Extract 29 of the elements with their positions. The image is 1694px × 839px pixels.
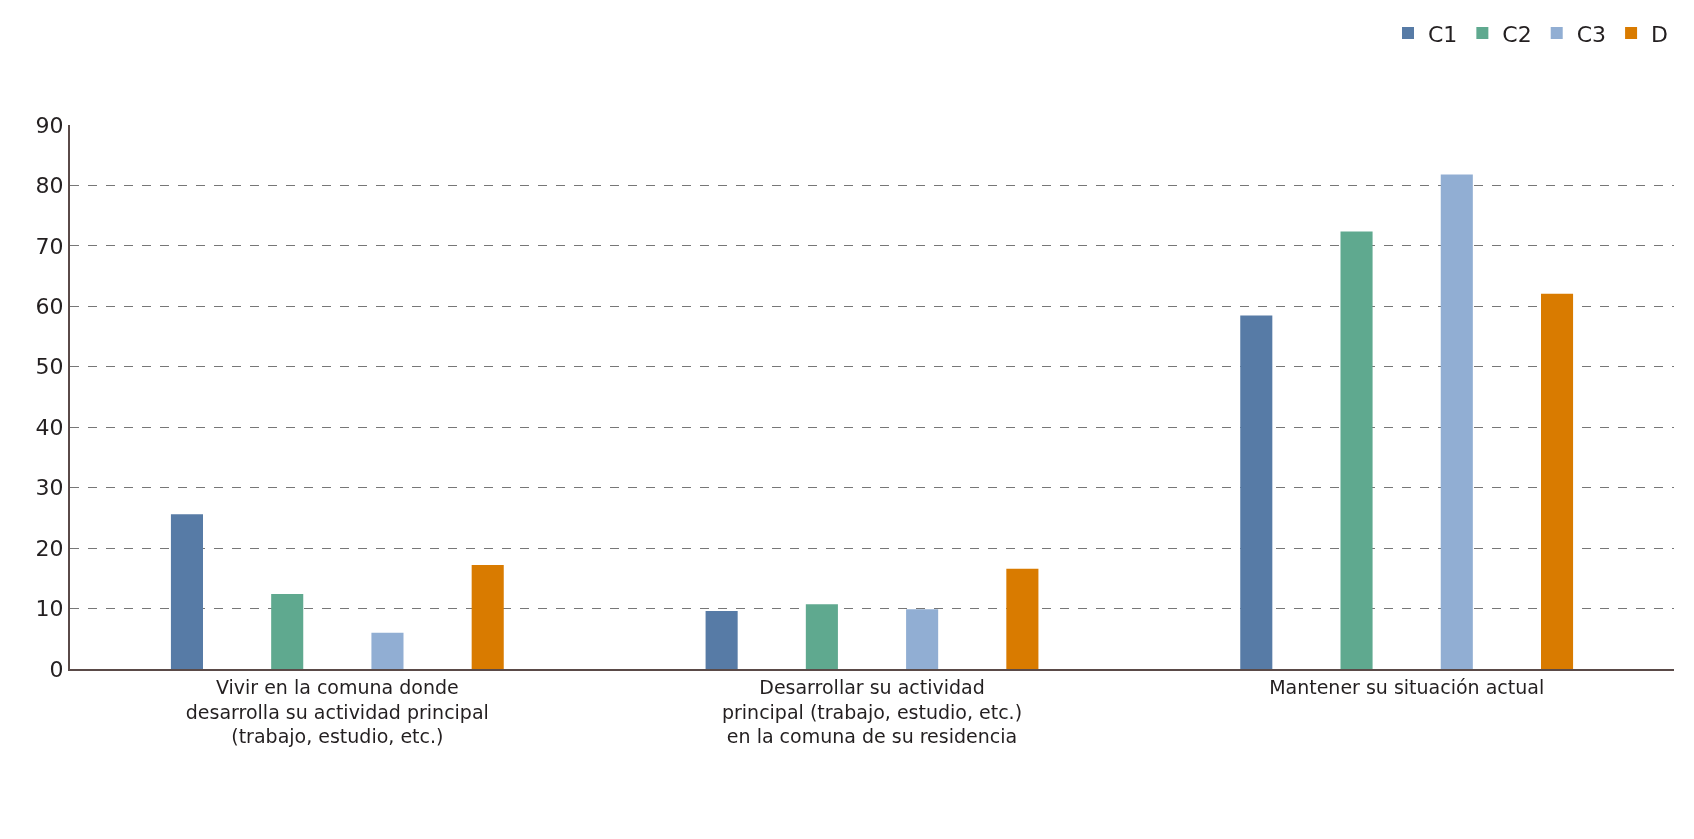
- y-tick-label: 70: [35, 233, 64, 259]
- bar: [271, 594, 304, 669]
- y-tick-label: 50: [35, 354, 64, 380]
- bar: [805, 604, 838, 669]
- bar: [1340, 231, 1373, 669]
- bar: [1006, 568, 1039, 669]
- x-tick-label: Desarrollar su actividad principal (trabajo, estudio, etc.) en la comuna de su residencia: [721, 675, 1023, 748]
- x-tick-label: Mantener su situación actual: [1269, 675, 1545, 698]
- y-tick-label: 90: [35, 112, 64, 138]
- y-tick-label: 20: [35, 535, 64, 561]
- bar: [1440, 174, 1473, 669]
- bar: [705, 610, 738, 669]
- legend-label: C2: [1502, 21, 1532, 47]
- y-tick-label: 30: [35, 475, 64, 501]
- y-tick-label: 10: [35, 596, 64, 622]
- bar: [1240, 315, 1273, 669]
- legend-label: D: [1651, 21, 1669, 47]
- bar: [371, 632, 404, 669]
- bar: [471, 565, 504, 669]
- bar: [1541, 293, 1574, 669]
- legend-label: C1: [1428, 21, 1458, 47]
- legend-label: C3: [1576, 21, 1607, 47]
- bar: [906, 609, 939, 669]
- y-tick-label: 80: [35, 173, 64, 199]
- y-tick-label: 40: [35, 414, 64, 440]
- y-tick-label: 0: [49, 656, 64, 682]
- x-tick-label: Vivir en la comuna donde desarrolla su actividad principal (trabajo, estudio, etc.): [185, 675, 489, 748]
- y-tick-label: 60: [35, 294, 64, 320]
- bar: [170, 514, 203, 669]
